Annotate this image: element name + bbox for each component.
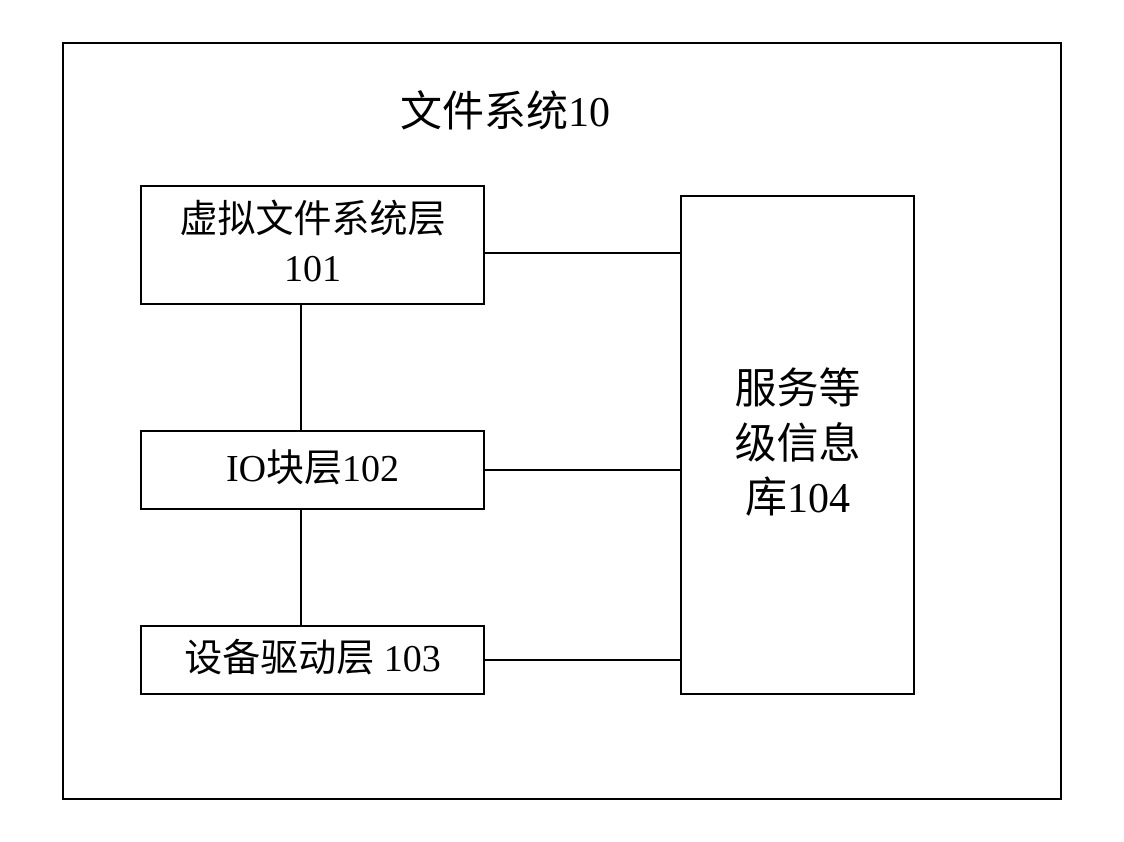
connector-line <box>485 252 680 254</box>
vfs-layer-box: 虚拟文件系统层101 <box>140 185 485 305</box>
io-block-layer-label: IO块层102 <box>226 445 399 494</box>
service-level-db-label: 服务等级信息库104 <box>734 363 860 527</box>
device-driver-layer-box: 设备驱动层 103 <box>140 625 485 695</box>
io-block-layer-box: IO块层102 <box>140 430 485 510</box>
connector-line <box>485 469 680 471</box>
vfs-layer-label: 虚拟文件系统层101 <box>179 196 445 295</box>
connector-line <box>485 659 680 661</box>
connector-line <box>300 510 302 625</box>
service-level-db-box: 服务等级信息库104 <box>680 195 915 695</box>
diagram-title: 文件系统10 <box>400 78 610 139</box>
connector-line <box>300 305 302 430</box>
device-driver-layer-label: 设备驱动层 103 <box>184 635 441 684</box>
